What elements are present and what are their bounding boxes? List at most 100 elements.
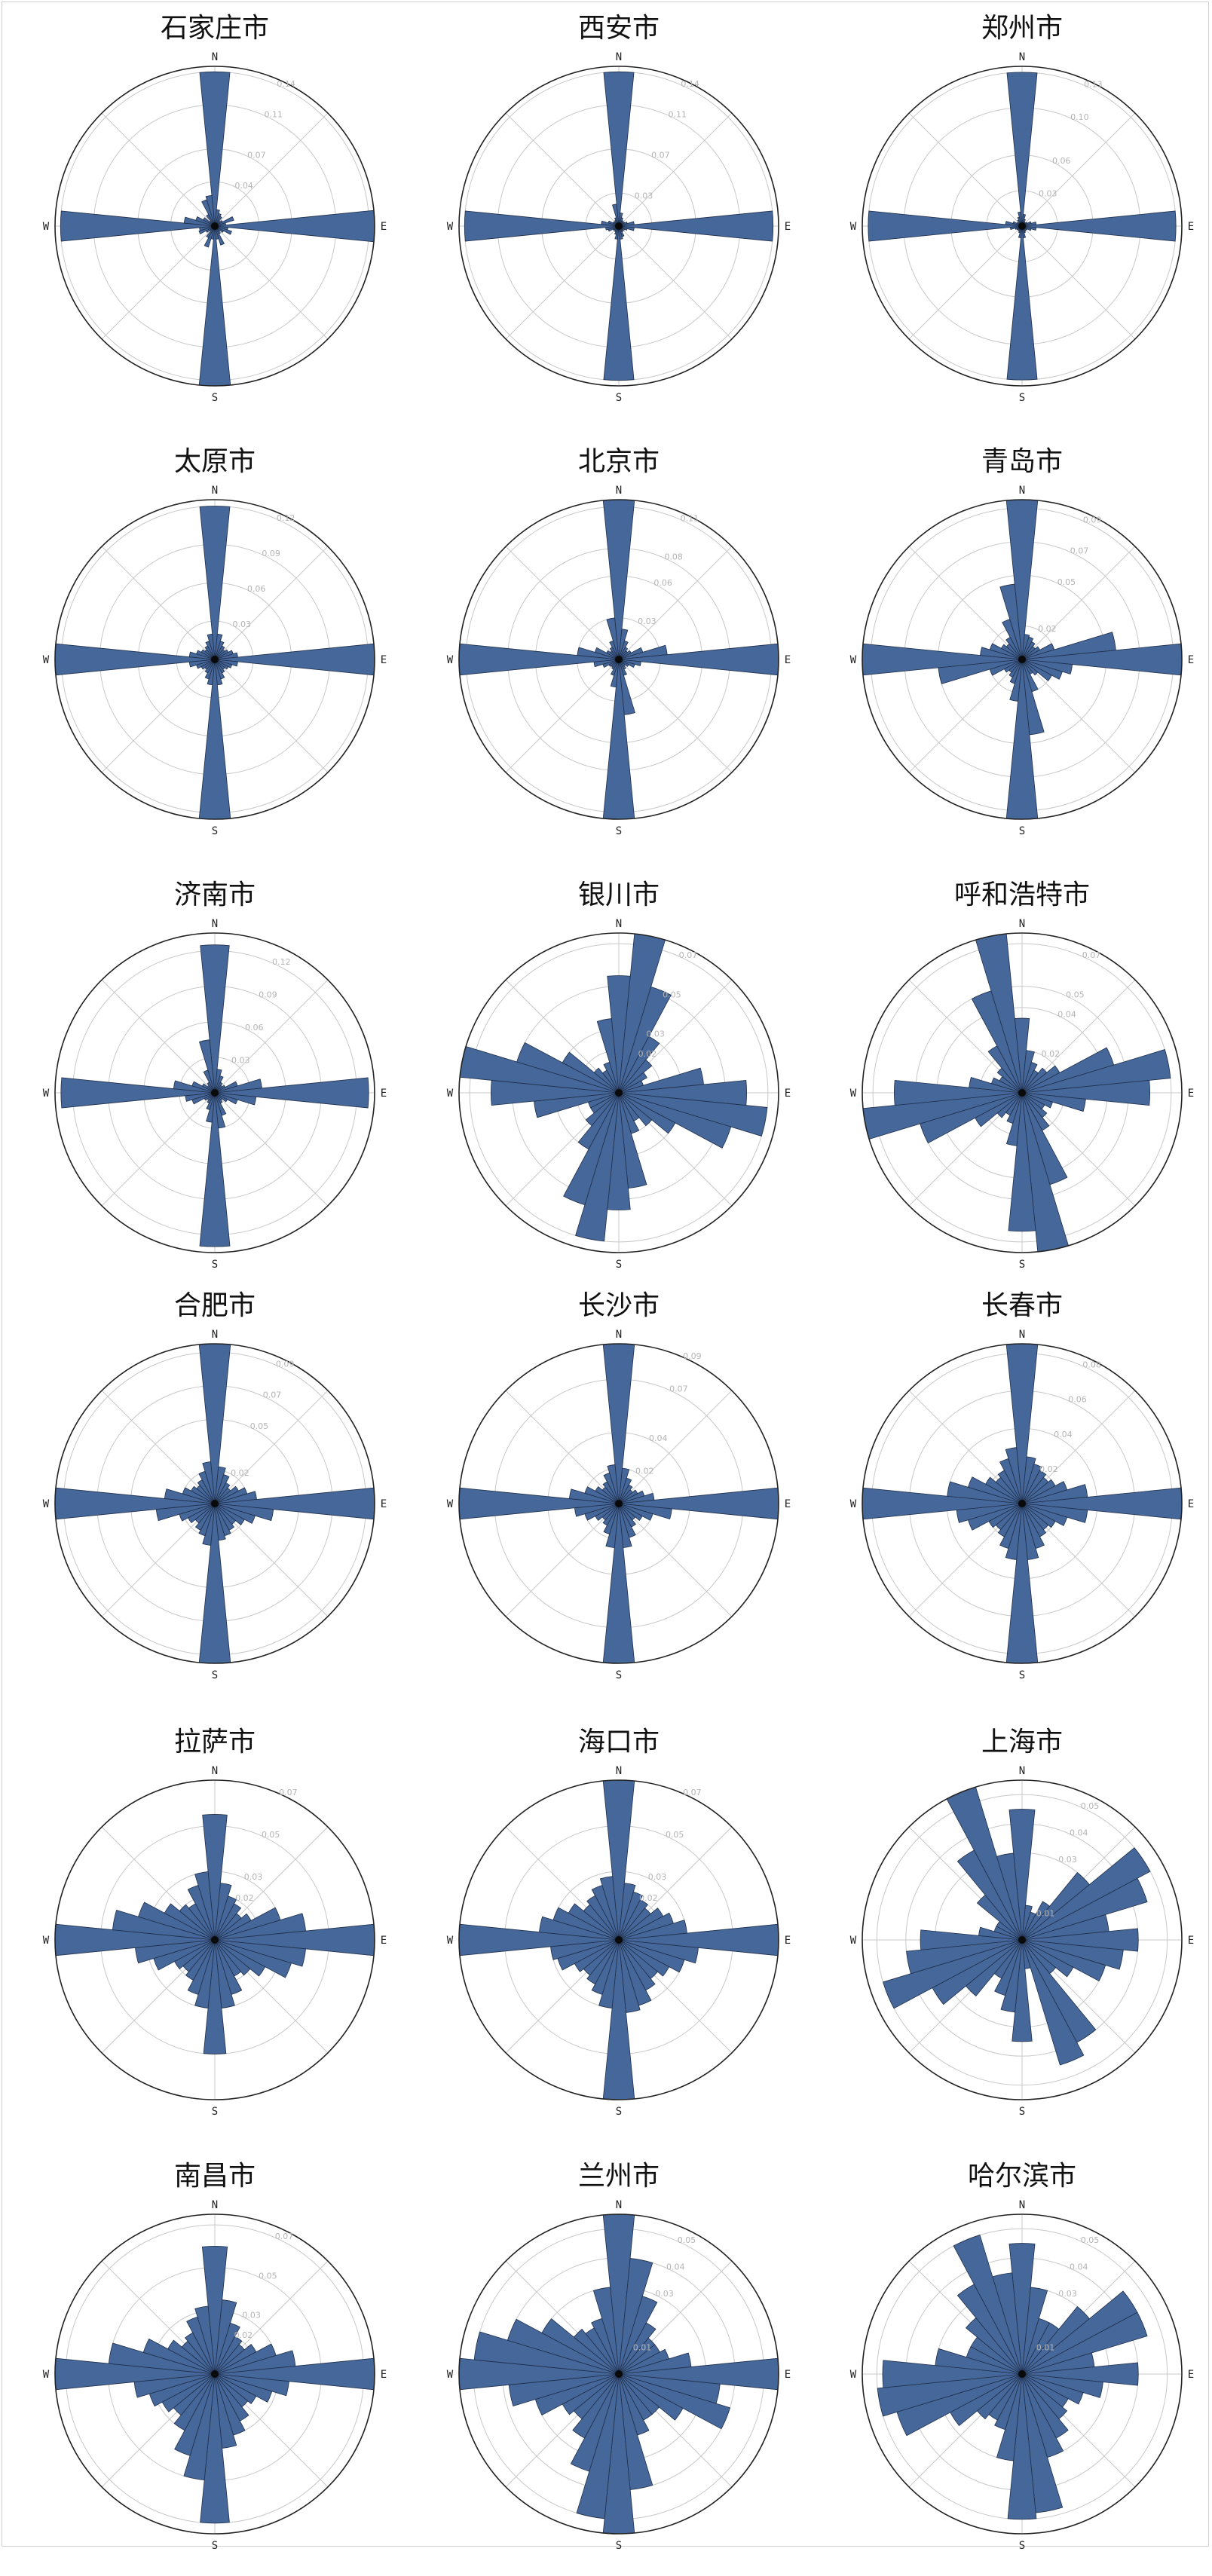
radial-tick-label: 0.14: [277, 79, 295, 89]
wind-bar: [167, 2339, 216, 2375]
direction-label-e: E: [1188, 2369, 1194, 2381]
direction-label-n: N: [212, 51, 218, 63]
wind-bar: [194, 1503, 216, 1531]
radial-tick-label: 0.07: [683, 1788, 702, 1797]
wind-bar: [1007, 2373, 1037, 2520]
wind-rose-panel: 南昌市 0.02 0.03 0.05 0.07 N E S W: [19, 2154, 411, 2576]
direction-label-n: N: [212, 918, 218, 930]
radial-tick-label: 0.03: [232, 620, 251, 629]
radial-tick-label: 0.09: [276, 1359, 295, 1369]
radial-tick-label: 0.05: [1081, 2235, 1100, 2245]
direction-label-e: E: [381, 1935, 387, 1947]
wind-rose-panel: 哈尔滨市 0.01 0.03 0.04 0.05 N E S W: [826, 2154, 1212, 2576]
wind-bar: [618, 986, 672, 1094]
radial-tick-label: 0.07: [1070, 546, 1089, 556]
chart-title: 拉萨市: [173, 1727, 256, 1758]
wind-bar: [1021, 1939, 1074, 1978]
wind-bar: [618, 2322, 656, 2375]
wind-bar: [60, 1077, 216, 1109]
outer-circle: [458, 1779, 779, 2100]
wind-bar: [1006, 72, 1038, 227]
angular-gridline: [101, 979, 216, 1094]
angular-gridline: [101, 546, 216, 660]
radial-tick-label: 0.11: [681, 514, 699, 524]
wind-bar: [203, 1939, 227, 2054]
radial-tick-label: 0.02: [635, 1466, 654, 1476]
direction-label-n: N: [212, 1329, 218, 1341]
outer-circle: [458, 932, 779, 1253]
radial-tick-label: 0.07: [279, 1788, 298, 1797]
direction-label-n: N: [212, 485, 218, 497]
direction-label-s: S: [616, 392, 622, 404]
chart-title: 哈尔滨市: [967, 2161, 1076, 2192]
wind-bar: [603, 71, 635, 227]
wind-bar: [214, 216, 234, 227]
direction-label-w: W: [850, 221, 857, 233]
chart-title: 银川市: [577, 880, 660, 910]
radial-tick-label: 0.07: [275, 2232, 294, 2241]
angular-gridline: [214, 1390, 329, 1504]
wind-rose-panel: 兰州市 0.01 0.03 0.04 0.05 N E S W: [423, 2154, 815, 2576]
direction-label-s: S: [212, 392, 218, 404]
polar-plot: 0.02 0.04 0.07 0.09 N E S W: [447, 1329, 791, 1681]
direction-label-w: W: [447, 1935, 454, 1947]
polar-plot: 0.02 0.03 0.05 0.07 N E S W: [43, 2199, 387, 2552]
wind-bar: [618, 1899, 648, 1941]
polar-plot: 0.02 0.05 0.07 0.09 N E S W: [850, 485, 1194, 837]
direction-label-e: E: [381, 1498, 387, 1510]
wind-bar: [562, 1051, 620, 1094]
radial-tick-label: 0.03: [648, 1872, 667, 1882]
wind-bar: [618, 1072, 647, 1094]
radial-tick-label: 0.09: [259, 990, 277, 999]
direction-label-w: W: [850, 654, 857, 666]
radial-tick-label: 0.04: [1054, 1430, 1073, 1439]
direction-label-w: W: [447, 1498, 454, 1510]
radial-tick-label: 0.02: [231, 1468, 249, 1478]
wind-bar: [214, 1903, 242, 1941]
wind-bar: [214, 1482, 231, 1504]
radial-tick-label: 0.09: [1083, 515, 1102, 525]
wind-bar: [552, 1907, 620, 1941]
radial-tick-label: 0.05: [1057, 577, 1076, 587]
radial-tick-label: 0.04: [1070, 2262, 1088, 2272]
center-dot: [1018, 2370, 1026, 2378]
wind-bar: [602, 659, 635, 820]
direction-label-w: W: [447, 2369, 454, 2381]
radial-tick-label: 0.05: [262, 1830, 280, 1840]
direction-label-e: E: [381, 2369, 387, 2381]
wind-bar: [198, 225, 216, 234]
direction-label-w: W: [43, 1498, 50, 1510]
angular-gridline: [618, 659, 733, 773]
radial-tick-label: 0.12: [277, 513, 295, 523]
radial-tick-label: 0.06: [245, 1023, 264, 1033]
wind-bar: [214, 1939, 292, 1978]
direction-label-w: W: [43, 221, 50, 233]
wind-rose-panel: 银川市 0.02 0.03 0.05 0.07 N E S W: [423, 873, 815, 1295]
wind-bar: [1021, 659, 1039, 676]
wind-bar: [187, 1939, 216, 1995]
direction-label-e: E: [1188, 654, 1194, 666]
wind-bar: [906, 1939, 1023, 1975]
wind-bar: [214, 1503, 256, 1524]
direction-label-n: N: [1019, 1765, 1025, 1777]
wind-bar: [602, 1503, 620, 1526]
wind-bar: [516, 1042, 620, 1094]
wind-bar: [985, 1476, 1023, 1504]
polar-plot: 0.03 0.06 0.08 0.11 N E S W: [447, 485, 791, 837]
wind-bar: [202, 1461, 216, 1504]
direction-label-n: N: [616, 1329, 622, 1341]
radial-tick-label: 0.03: [1039, 188, 1057, 198]
polar-plot: 0.03 0.06 0.10 0.13 N E S W: [850, 51, 1194, 404]
direction-label-n: N: [1019, 918, 1025, 930]
wind-bar: [1021, 1939, 1085, 2066]
chart-title: 太原市: [173, 446, 256, 477]
radial-tick-label: 0.03: [242, 2311, 261, 2321]
radial-tick-label: 0.04: [649, 1433, 668, 1443]
radial-tick-label: 0.02: [1039, 1464, 1058, 1474]
wind-bar: [618, 1092, 676, 1134]
angular-gridline: [214, 659, 329, 773]
wind-bar: [199, 506, 231, 660]
wind-bar: [999, 1503, 1023, 1550]
direction-label-e: E: [1188, 1935, 1194, 1947]
direction-label-w: W: [447, 654, 454, 666]
